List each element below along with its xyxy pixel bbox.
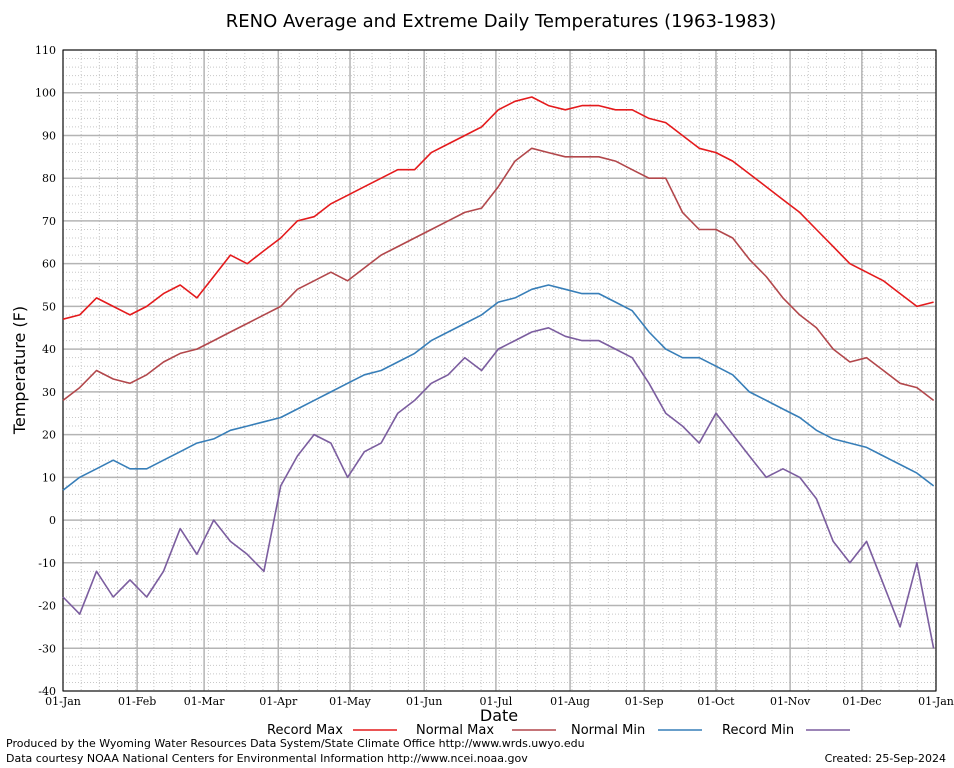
series-line-record-min [62, 326, 935, 649]
y-tick-label: -10 [38, 557, 56, 570]
y-tick-label: -40 [38, 685, 56, 698]
x-tick-label: 01-Apr [259, 695, 298, 708]
x-tick-label: 01-Sep [625, 695, 664, 708]
y-tick-label: 110 [35, 44, 56, 57]
x-tick-label: 01-Mar [184, 695, 226, 708]
y-tick-label: 0 [49, 514, 56, 527]
y-tick-label: 50 [42, 300, 56, 313]
x-axis-label: Date [480, 706, 518, 725]
x-tick-label: 01-May [329, 695, 372, 708]
x-tick-label: 01-Dec [842, 695, 881, 708]
created-date: Created: 25-Sep-2024 [824, 752, 946, 765]
y-tick-label: 70 [42, 215, 56, 228]
y-tick-label: 90 [42, 129, 56, 142]
y-tick-label: 10 [42, 471, 56, 484]
x-tick-label: 01-Feb [118, 695, 156, 708]
y-tick-label: 60 [42, 258, 56, 271]
x-tick-label: 01-Jan [918, 695, 954, 708]
legend-label-record-max: Record Max [267, 723, 343, 738]
x-tick-label: 01-Aug [550, 695, 590, 708]
series-line-normal-max [62, 147, 935, 402]
legend-label-normal-min: Normal Min [571, 723, 645, 738]
x-tick-label: 01-Jan [45, 695, 81, 708]
x-axis-ticks: 01-Jan 01-Feb 01-Mar 01-Apr 01-May 01-Jun 01-J… [45, 695, 954, 708]
x-tick-label: 01-Oct [697, 695, 735, 708]
producer-credit: Produced by the Wyoming Water Resources … [6, 737, 585, 750]
legend-label-record-min: Record Min [722, 723, 794, 738]
y-tick-label: 100 [35, 87, 56, 100]
x-tick-label: 01-Nov [770, 695, 811, 708]
legend-label-normal-max: Normal Max [416, 723, 494, 738]
data-source-credit: Data courtesy NOAA National Centers for … [6, 752, 528, 765]
chart-title: RENO Average and Extreme Daily Temperatu… [226, 11, 777, 32]
y-tick-label: 20 [42, 429, 56, 442]
y-tick-label: -20 [38, 600, 56, 613]
series-group [62, 96, 935, 649]
x-tick-label: 01-Jun [406, 695, 442, 708]
y-axis-label: Temperature (F) [10, 306, 29, 435]
y-tick-label: 80 [42, 172, 56, 185]
y-axis-ticks: -40 -30 -20 -10 0 10 20 30 40 50 60 70 80 90 100 110 [35, 44, 56, 698]
y-tick-label: -30 [38, 642, 56, 655]
legend: Record Max Normal Max Normal Min Record Min [267, 723, 850, 738]
y-tick-label: 30 [42, 386, 56, 399]
y-tick-label: 40 [42, 343, 56, 356]
grid [62, 49, 937, 692]
series-line-record-max [62, 96, 934, 320]
x-tick-label: 01-Jul [480, 695, 513, 708]
plot-frame [62, 49, 937, 692]
series-line-normal-min [62, 284, 935, 491]
